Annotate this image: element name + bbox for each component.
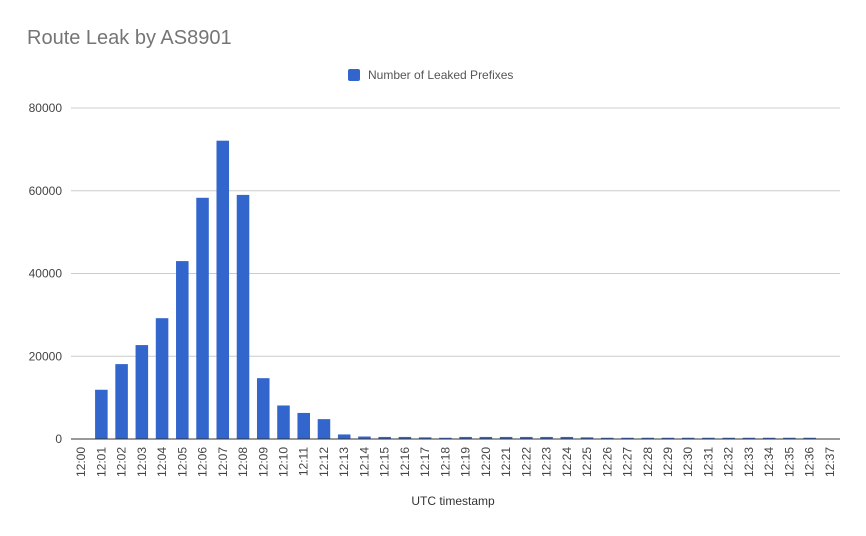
x-tick-label: 12:29	[661, 447, 675, 477]
bar-12:15[interactable]	[378, 436, 391, 439]
bar-12:08[interactable]	[236, 194, 250, 439]
bar-12:28[interactable]	[641, 437, 655, 439]
x-tick-label: 12:35	[782, 447, 796, 477]
x-tick-label: 12:31	[701, 447, 715, 477]
x-tick-label: 12:04	[155, 447, 169, 477]
bar-12:35[interactable]	[783, 437, 796, 439]
bar-12:19[interactable]	[459, 436, 472, 439]
x-tick-label: 12:33	[742, 447, 756, 477]
x-tick-label: 12:36	[803, 447, 817, 477]
bar-12:20[interactable]	[479, 436, 493, 439]
x-tick-label: 12:37	[823, 447, 837, 477]
legend-swatch	[348, 69, 360, 81]
bar-12:26[interactable]	[601, 437, 614, 439]
x-tick-label: 12:18	[438, 447, 452, 477]
bar-12:27[interactable]	[621, 437, 634, 439]
x-tick-label: 12:10	[276, 447, 290, 477]
bar-12:33[interactable]	[742, 437, 756, 439]
bar-12:07[interactable]	[216, 140, 230, 439]
x-tick-label: 12:09	[256, 447, 270, 477]
legend-label: Number of Leaked Prefixes	[368, 68, 514, 82]
bar-12:04[interactable]	[155, 318, 169, 439]
bar-12:17[interactable]	[418, 437, 432, 439]
x-tick-label: 12:15	[378, 447, 392, 477]
legend[interactable]: Number of Leaked Prefixes	[348, 68, 513, 82]
x-tick-label: 12:27	[621, 447, 635, 477]
x-tick-label: 12:34	[762, 447, 776, 477]
y-tick-label: 40000	[29, 267, 63, 281]
bar-12:16[interactable]	[398, 436, 412, 439]
x-tick-label: 12:22	[519, 447, 533, 477]
x-tick-label: 12:03	[135, 447, 149, 477]
x-tick-label: 12:16	[398, 447, 412, 477]
x-tick-label: 12:08	[236, 447, 250, 477]
bar-12:29[interactable]	[661, 437, 675, 439]
bar-12:13[interactable]	[337, 434, 351, 439]
bar-12:10[interactable]	[277, 405, 290, 439]
x-tick-label: 12:20	[479, 447, 493, 477]
y-tick-label: 0	[55, 432, 62, 446]
bar-12:22[interactable]	[520, 436, 533, 439]
x-tick-label: 12:28	[641, 447, 655, 477]
x-tick-label: 12:24	[560, 447, 574, 477]
bar-12:31[interactable]	[702, 437, 715, 439]
x-tick-label: 12:02	[115, 447, 129, 477]
bar-12:03[interactable]	[135, 345, 149, 439]
x-tick-label: 12:19	[459, 447, 473, 477]
x-tick-label: 12:06	[196, 447, 210, 477]
bar-12:14[interactable]	[358, 436, 371, 439]
bar-12:09[interactable]	[256, 378, 270, 439]
y-tick-label: 60000	[29, 184, 63, 198]
bar-12:05[interactable]	[176, 261, 189, 439]
x-axis-label: UTC timestamp	[411, 494, 495, 508]
x-tick-label: 12:32	[722, 447, 736, 477]
bar-12:30[interactable]	[681, 437, 695, 439]
x-tick-label: 12:23	[540, 447, 554, 477]
x-tick-label: 12:14	[357, 447, 371, 477]
x-tick-label: 12:25	[580, 447, 594, 477]
bar-12:25[interactable]	[580, 437, 594, 439]
bar-12:11[interactable]	[297, 412, 310, 439]
x-tick-label: 12:01	[94, 447, 108, 477]
y-tick-label: 80000	[29, 101, 63, 115]
x-tick-label: 12:07	[216, 447, 230, 477]
x-tick-label: 12:12	[317, 447, 331, 477]
x-tick-label: 12:13	[337, 447, 351, 477]
bar-12:23[interactable]	[540, 436, 553, 439]
bar-12:32[interactable]	[722, 437, 735, 439]
bar-12:18[interactable]	[439, 437, 452, 439]
bar-12:36[interactable]	[803, 437, 816, 439]
bar-12:01[interactable]	[95, 389, 108, 439]
chart-title: Route Leak by AS8901	[27, 27, 232, 49]
bar-12:12[interactable]	[317, 419, 331, 439]
y-tick-label: 20000	[29, 349, 63, 363]
bar-12:06[interactable]	[196, 197, 209, 439]
x-tick-label: 12:26	[600, 447, 614, 477]
bar-12:34[interactable]	[762, 437, 776, 439]
bar-12:24[interactable]	[560, 436, 574, 439]
x-tick-label: 12:05	[175, 447, 189, 477]
x-tick-label: 12:21	[499, 447, 513, 477]
x-tick-label: 12:00	[74, 447, 88, 477]
bar-12:02[interactable]	[115, 364, 128, 439]
x-tick-label: 12:11	[297, 447, 311, 476]
x-tick-label: 12:30	[681, 447, 695, 477]
x-tick-label: 12:17	[418, 447, 432, 477]
bar-12:21[interactable]	[499, 436, 513, 439]
